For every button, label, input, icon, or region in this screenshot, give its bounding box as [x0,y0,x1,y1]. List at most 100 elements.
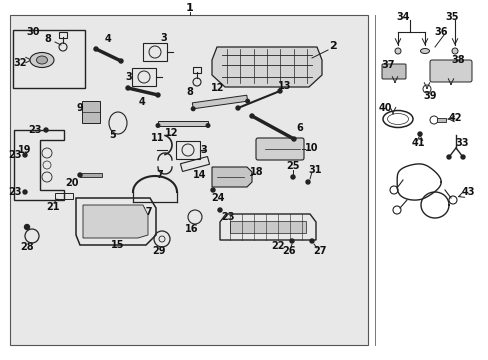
Text: 16: 16 [185,224,198,234]
Circle shape [394,48,400,54]
Text: 18: 18 [250,167,263,177]
Text: 17: 17 [140,207,153,217]
Text: 36: 36 [433,27,447,37]
Circle shape [305,180,309,184]
Bar [193,67,201,73]
FancyBboxPatch shape [256,138,304,160]
Bar [13,30,85,88]
Circle shape [210,188,215,192]
Text: 21: 21 [46,202,60,212]
Text: 24: 24 [211,193,224,203]
Circle shape [290,175,294,179]
Text: 39: 39 [423,91,436,101]
Text: 38: 38 [450,55,464,65]
Text: 30: 30 [26,27,40,37]
Circle shape [236,106,240,110]
Text: 23: 23 [8,150,21,160]
Bar [436,118,445,122]
Ellipse shape [420,49,428,54]
Text: 8: 8 [186,87,193,97]
Text: 6: 6 [296,123,303,133]
Text: 42: 42 [447,113,461,123]
Text: 25: 25 [285,161,299,171]
Polygon shape [212,167,251,187]
Text: 12: 12 [211,83,224,93]
Circle shape [278,89,282,93]
Text: 3: 3 [200,145,207,155]
Text: 29: 29 [152,246,165,256]
Circle shape [78,173,82,177]
Text: 23: 23 [28,125,41,135]
Text: 23: 23 [8,187,21,197]
Bar [80,173,102,177]
Circle shape [249,114,253,118]
Text: 43: 43 [460,187,474,197]
Circle shape [451,48,457,54]
Text: 33: 33 [454,138,468,148]
Circle shape [291,137,295,141]
Circle shape [94,47,98,51]
Text: 35: 35 [445,12,458,22]
Text: 1: 1 [186,3,193,13]
Circle shape [460,155,464,159]
Bar [229,221,305,233]
Circle shape [245,99,249,103]
Text: 19: 19 [18,145,32,155]
Text: 22: 22 [271,241,284,251]
Text: 37: 37 [381,60,394,70]
Circle shape [446,155,450,159]
Circle shape [156,124,160,127]
Circle shape [289,239,293,243]
Polygon shape [158,121,207,126]
FancyBboxPatch shape [429,60,471,82]
Text: 28: 28 [20,242,34,252]
Text: 26: 26 [282,246,295,256]
Circle shape [206,124,209,127]
Text: 15: 15 [111,240,124,250]
Polygon shape [192,95,247,109]
FancyBboxPatch shape [381,64,405,79]
Text: 7: 7 [156,170,163,180]
Ellipse shape [30,53,54,68]
Text: 31: 31 [307,165,321,175]
Circle shape [126,86,130,90]
Text: 9: 9 [77,103,83,113]
Circle shape [44,128,48,132]
Circle shape [119,59,123,63]
Text: 14: 14 [193,170,206,180]
Text: 20: 20 [65,178,79,188]
Bar [10,15,367,345]
Text: 41: 41 [410,138,424,148]
Bar [82,101,100,123]
Bar [176,141,200,159]
Text: 13: 13 [278,81,291,91]
Polygon shape [83,205,148,238]
Text: 4: 4 [138,97,145,107]
Text: 11: 11 [151,133,164,143]
Text: 34: 34 [395,12,409,22]
Text: 40: 40 [378,103,391,113]
Text: 27: 27 [313,246,326,256]
Text: 4: 4 [104,34,111,44]
Circle shape [191,107,195,111]
Text: 10: 10 [305,143,318,153]
Ellipse shape [37,56,47,64]
Bar [132,68,156,86]
Text: 8: 8 [44,34,51,44]
Polygon shape [212,47,321,87]
Bar [142,43,167,61]
Circle shape [156,93,160,97]
Circle shape [23,190,27,194]
Text: 2: 2 [328,41,336,51]
Text: 32: 32 [13,58,27,68]
Text: 3: 3 [160,33,167,43]
Circle shape [23,153,27,157]
Text: 12: 12 [165,128,179,138]
Circle shape [24,225,29,230]
Text: 5: 5 [109,130,116,140]
Circle shape [218,208,222,212]
Circle shape [309,239,313,243]
Circle shape [417,132,421,136]
Text: 3: 3 [125,72,132,82]
Bar [55,193,73,199]
